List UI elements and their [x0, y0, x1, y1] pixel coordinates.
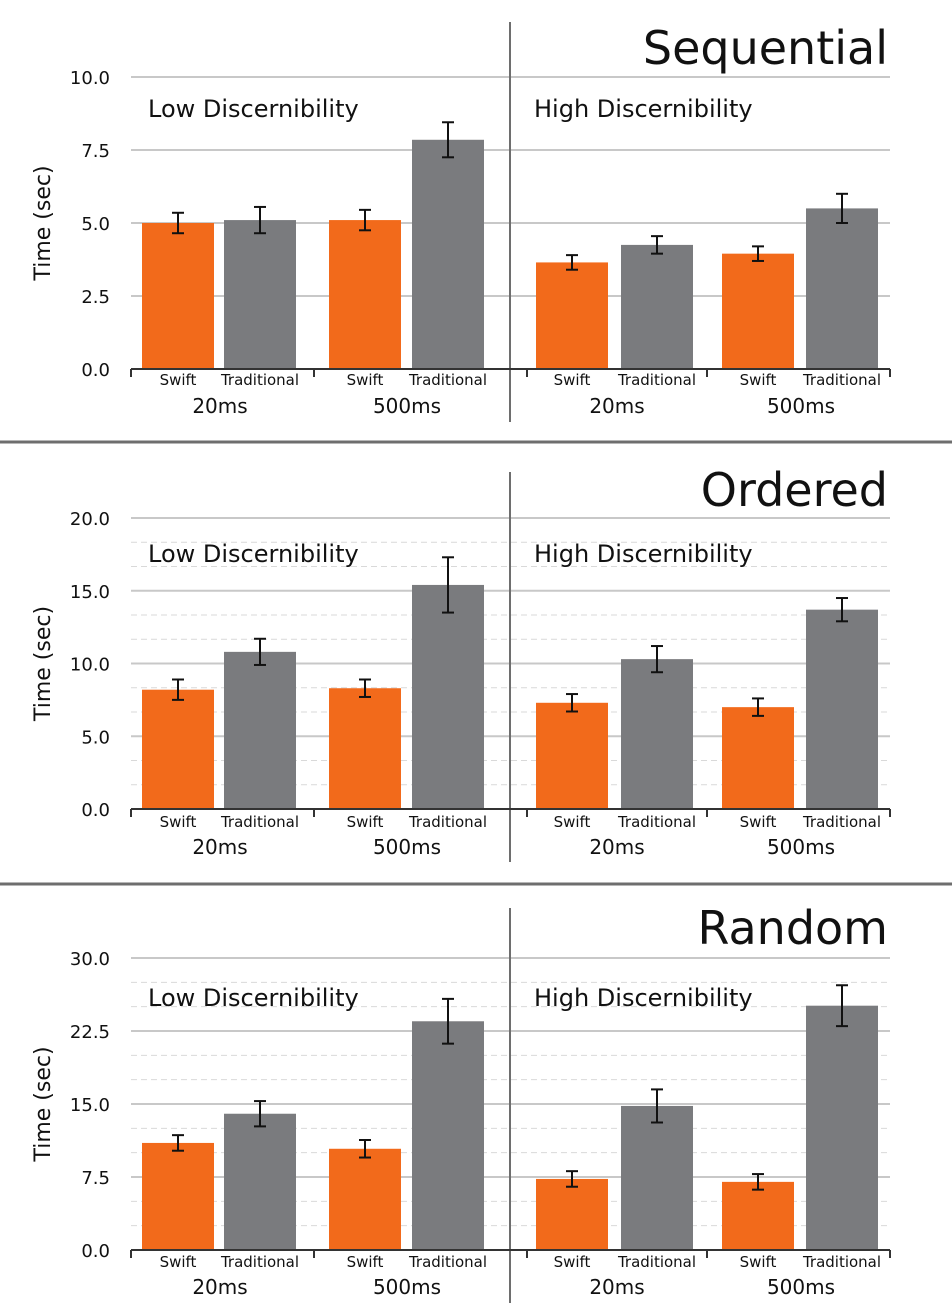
y-tick-label: 0.0 [81, 1241, 110, 1262]
condition-label: Swift [347, 371, 384, 389]
condition-label: Traditional [802, 1253, 881, 1271]
group-label: 20ms [192, 1275, 247, 1299]
bar-traditional [412, 139, 484, 369]
condition-label: Traditional [408, 371, 487, 389]
y-tick-label: 10.0 [70, 655, 110, 676]
y-tick-label: 2.5 [81, 287, 110, 308]
group-label: 20ms [589, 1275, 644, 1299]
condition-label: Swift [554, 371, 591, 389]
y-tick-label: 5.0 [81, 727, 110, 748]
group-label: 500ms [373, 394, 441, 418]
bar-swift [329, 688, 401, 809]
condition-label: Traditional [408, 1253, 487, 1271]
y-tick-label: 7.5 [81, 1168, 110, 1189]
section-label: Low Discernibility [148, 540, 359, 568]
group-label: 20ms [589, 394, 644, 418]
y-tick-label: 5.0 [81, 214, 110, 235]
y-tick-label: 10.0 [70, 68, 110, 89]
section-label: High Discernibility [534, 984, 753, 1012]
bar-traditional [621, 659, 693, 809]
bar-traditional [806, 208, 878, 369]
bar-swift [329, 220, 401, 369]
condition-label: Traditional [802, 371, 881, 389]
condition-label: Traditional [617, 1253, 696, 1271]
group-label: 500ms [373, 1275, 441, 1299]
section-label: Low Discernibility [148, 95, 359, 123]
chart-title: Random [698, 901, 888, 955]
condition-label: Traditional [617, 371, 696, 389]
bar-traditional [412, 584, 484, 809]
bar-traditional [621, 1105, 693, 1250]
bar-swift [142, 223, 214, 369]
bar-swift [722, 707, 794, 809]
condition-label: Traditional [220, 813, 299, 831]
group-label: 500ms [767, 835, 835, 859]
group-label: 20ms [192, 835, 247, 859]
condition-label: Traditional [802, 813, 881, 831]
bar-traditional [806, 609, 878, 809]
bar-swift [536, 262, 608, 369]
condition-label: Swift [160, 371, 197, 389]
chart-title: Sequential [643, 21, 888, 75]
bar-traditional [224, 220, 296, 369]
condition-label: Swift [554, 1253, 591, 1271]
bar-swift [536, 1178, 608, 1250]
y-tick-label: 0.0 [81, 360, 110, 381]
group-label: 20ms [192, 394, 247, 418]
group-label: 500ms [767, 1275, 835, 1299]
group-label: 500ms [373, 835, 441, 859]
condition-label: Traditional [220, 371, 299, 389]
y-tick-label: 7.5 [81, 141, 110, 162]
condition-label: Swift [740, 813, 777, 831]
bar-swift [142, 1142, 214, 1250]
bar-traditional [224, 651, 296, 809]
y-axis-label: Time (sec) [31, 165, 56, 281]
y-tick-label: 15.0 [70, 582, 110, 603]
group-label: 500ms [767, 394, 835, 418]
y-tick-label: 30.0 [70, 949, 110, 970]
group-label: 20ms [589, 835, 644, 859]
bar-traditional [224, 1113, 296, 1250]
condition-label: Swift [740, 1253, 777, 1271]
bar-swift [722, 1181, 794, 1250]
y-tick-label: 0.0 [81, 800, 110, 821]
y-tick-label: 15.0 [70, 1095, 110, 1116]
y-tick-label: 22.5 [70, 1022, 110, 1043]
condition-label: Swift [740, 371, 777, 389]
bar-traditional [806, 1005, 878, 1250]
condition-label: Traditional [220, 1253, 299, 1271]
bar-swift [722, 253, 794, 369]
condition-label: Swift [347, 813, 384, 831]
bar-swift [536, 702, 608, 809]
bar-traditional [412, 1021, 484, 1250]
condition-label: Swift [160, 1253, 197, 1271]
y-axis-label: Time (sec) [31, 606, 56, 722]
chart-title: Ordered [701, 463, 888, 517]
y-axis-label: Time (sec) [31, 1046, 56, 1162]
condition-label: Traditional [617, 813, 696, 831]
bar-swift [142, 689, 214, 809]
bar-traditional [621, 244, 693, 369]
condition-label: Traditional [408, 813, 487, 831]
section-label: High Discernibility [534, 95, 753, 123]
y-tick-label: 20.0 [70, 509, 110, 530]
section-label: Low Discernibility [148, 984, 359, 1012]
condition-label: Swift [160, 813, 197, 831]
bar-swift [329, 1148, 401, 1250]
section-label: High Discernibility [534, 540, 753, 568]
condition-label: Swift [554, 813, 591, 831]
condition-label: Swift [347, 1253, 384, 1271]
